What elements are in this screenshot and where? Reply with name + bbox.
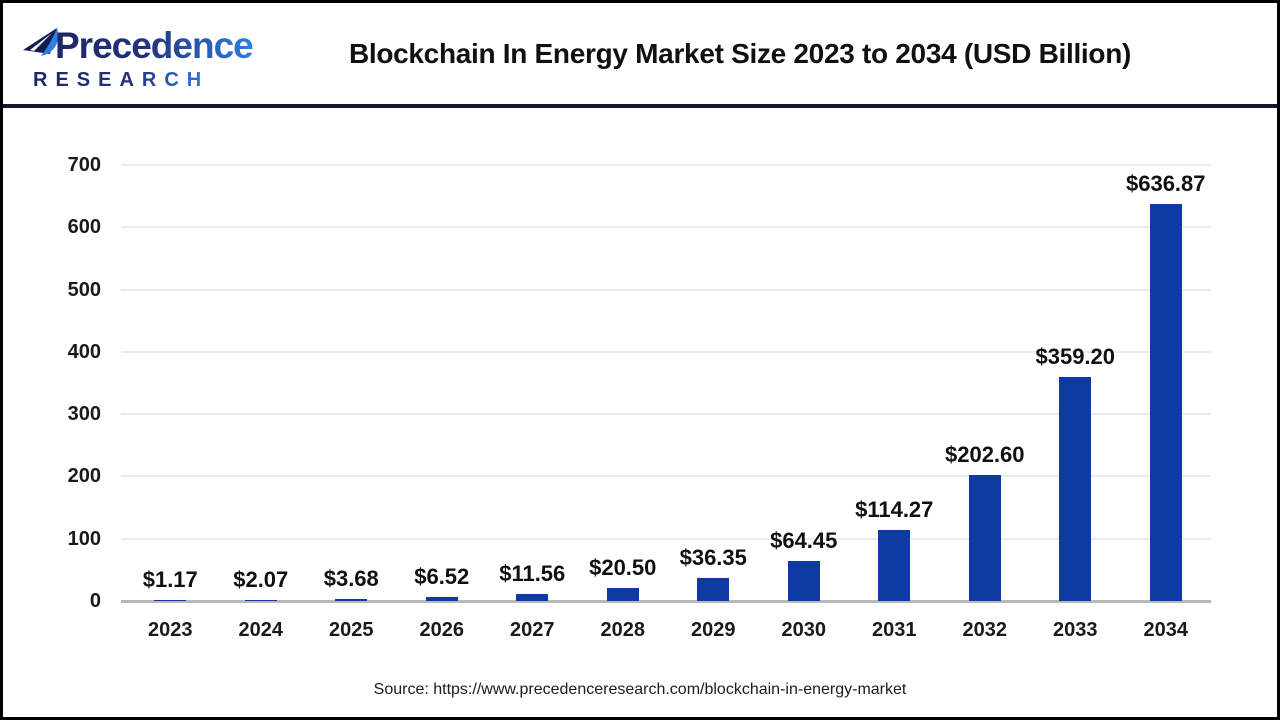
bar-2033	[1059, 377, 1092, 601]
bar-value-label: $114.27	[855, 496, 934, 522]
bar-value-label: $3.68	[323, 565, 379, 591]
x-axis-label: 2029	[691, 619, 736, 641]
bar-2032	[968, 474, 1001, 601]
source-text: Source: https://www.precedenceresearch.c…	[373, 681, 907, 698]
bar-2023	[154, 600, 187, 601]
bar-chart: 0 100 200 300 400 500 600 700 $1.17 2023 $2.07 2024…	[3, 3, 1277, 717]
bar-2025	[335, 598, 368, 601]
x-axis-label: 2033	[1053, 619, 1098, 641]
x-axis-label: 2031	[872, 619, 917, 641]
bar-value-label: $36.35	[679, 545, 747, 571]
bar-2027	[516, 593, 549, 601]
bar-2024	[244, 599, 277, 601]
y-axis-tick-label: 0	[89, 590, 101, 612]
bar-2034	[1149, 204, 1182, 601]
x-axis-label: 2032	[962, 619, 1008, 641]
x-axis-label: 2030	[781, 619, 827, 641]
header: Precedence RESEARCH Blockchain In Energy…	[3, 3, 1277, 108]
x-axis-label: 2023	[148, 619, 193, 641]
page-title: Blockchain In Energy Market Size 2023 to…	[348, 37, 1132, 69]
bar-2031	[878, 529, 911, 601]
gridline	[121, 475, 1211, 478]
bar-value-label: $11.56	[499, 560, 566, 586]
gridline	[121, 226, 1211, 229]
y-axis-tick-label: 400	[67, 340, 101, 363]
bar-value-label: $20.50	[589, 555, 657, 581]
precedence-research-logo: Precedence RESEARCH	[21, 13, 254, 97]
bar-value-label: $636.87	[1125, 171, 1206, 197]
y-axis-tick-label: 100	[67, 527, 101, 550]
bar-2028	[606, 588, 639, 601]
bar-value-label: $359.20	[1035, 344, 1116, 370]
gridline	[121, 413, 1211, 416]
bar-value-label: $202.60	[944, 441, 1025, 467]
y-axis-tick-label: 700	[67, 154, 101, 176]
logo-leaf-icon	[23, 28, 59, 56]
x-axis-line	[121, 600, 1211, 603]
y-axis-tick-label: 300	[67, 403, 101, 426]
x-axis-label: 2027	[510, 619, 555, 641]
y-axis-tick-label: 500	[67, 278, 101, 301]
logo-subtitle: RESEARCH	[33, 69, 210, 91]
bar-value-label: $64.45	[770, 527, 838, 553]
bar-2026	[425, 596, 458, 601]
bar-value-label: $2.07	[233, 566, 289, 592]
bar-value-label: $6.52	[414, 563, 470, 589]
gridline	[121, 164, 1211, 166]
bar-2030	[787, 560, 820, 601]
logo-wordmark: Precedence	[55, 25, 254, 66]
x-axis-label: 2034	[1143, 619, 1189, 641]
bar-2029	[697, 578, 730, 601]
y-axis-tick-label: 200	[67, 465, 101, 488]
y-axis-tick-label: 600	[67, 216, 101, 239]
x-axis-label: 2026	[419, 619, 465, 641]
bar-value-label: $1.17	[142, 567, 198, 592]
gridline	[121, 288, 1211, 291]
gridline	[121, 537, 1211, 540]
x-axis-label: 2024	[238, 619, 284, 641]
gridline	[121, 350, 1211, 353]
x-axis-label: 2028	[600, 619, 646, 641]
x-axis-label: 2025	[329, 619, 374, 641]
